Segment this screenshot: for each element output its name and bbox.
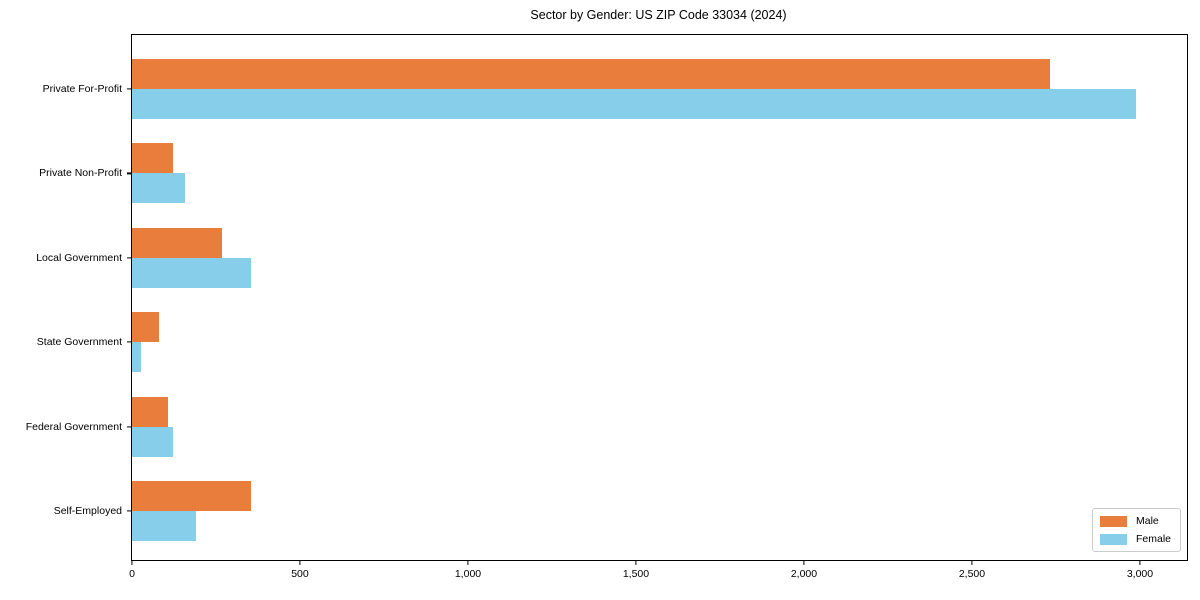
legend-entry-female: Female <box>1099 533 1171 545</box>
x-tick-mark <box>467 560 469 565</box>
bar-female-3 <box>132 342 142 373</box>
bar-female-5 <box>132 511 196 541</box>
bar-male-3 <box>132 312 159 343</box>
x-axis-tick-label: 1,500 <box>622 568 650 580</box>
y-axis-category-label: Private For-Profit <box>42 83 122 95</box>
legend-label: Female <box>1135 533 1171 545</box>
plot-area: Private For-Profit Private Non-Profit Loca… <box>26 34 1188 580</box>
x-axis-tick-label: 3,000 <box>1126 568 1154 580</box>
x-tick-mark <box>635 560 637 565</box>
x-tick-mark <box>299 560 301 565</box>
bar-male-1 <box>132 143 173 174</box>
y-tick-mark <box>127 426 132 428</box>
y-tick-mark <box>127 172 132 174</box>
x-axis-tick-label: 0 <box>129 568 135 580</box>
y-axis-category-label: Private Non-Profit <box>39 167 122 180</box>
y-tick-mark <box>127 510 132 512</box>
y-tick-mark <box>127 88 132 90</box>
legend-swatch-female <box>1099 533 1127 545</box>
bar-female-2 <box>132 257 251 288</box>
y-axis-category-label: Federal Government <box>25 420 122 433</box>
bar-male-0 <box>132 59 1051 89</box>
y-tick-mark <box>127 341 132 343</box>
legend-entry-male: Male <box>1099 515 1171 527</box>
x-tick-mark <box>131 560 133 565</box>
chart-title: Sector by Gender: US ZIP Code 33034 (202… <box>530 8 787 22</box>
y-tick-mark <box>127 257 132 259</box>
x-axis-tick-label: 2,500 <box>958 568 986 580</box>
bar-male-4 <box>132 396 168 427</box>
x-tick-mark <box>1139 560 1141 565</box>
bar-female-1 <box>132 173 186 204</box>
x-tick-mark <box>803 560 805 565</box>
y-axis-category-label: State Government <box>36 336 122 349</box>
bar-female-0 <box>132 89 1136 119</box>
y-axis-category-label: Local Government <box>36 251 122 264</box>
legend: Male Female <box>1091 508 1181 552</box>
bar-male-5 <box>132 481 251 511</box>
x-axis-tick-label: 2,000 <box>790 568 818 580</box>
legend-label: Male <box>1135 515 1159 527</box>
bar-female-4 <box>132 426 173 457</box>
x-axis-tick-label: 1,000 <box>454 568 482 580</box>
bar-male-2 <box>132 227 223 258</box>
y-axis-category-label: Self-Employed <box>53 505 122 517</box>
x-tick-mark <box>971 560 973 565</box>
legend-swatch-male <box>1099 515 1127 527</box>
x-axis-tick-label: 500 <box>291 568 309 580</box>
